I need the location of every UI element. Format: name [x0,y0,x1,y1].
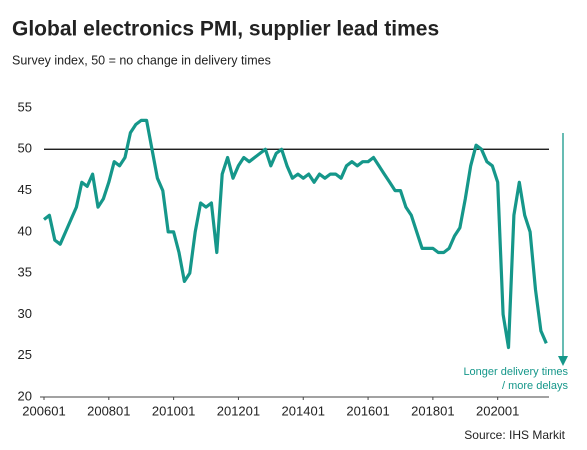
x-tick-label: 201201 [217,403,260,418]
x-tick-label: 200801 [87,403,130,418]
y-tick-label: 50 [18,141,32,156]
y-tick-label: 55 [18,99,32,114]
chart-title: Global electronics PMI, supplier lead ti… [12,18,439,41]
x-tick-label: 201001 [152,403,195,418]
y-tick-label: 35 [18,265,32,280]
source: Source: IHS Markit [464,428,565,442]
chart-subtitle: Survey index, 50 = no change in delivery… [12,53,271,67]
annotation: / more delays [502,380,569,392]
y-tick-label: 25 [18,347,32,362]
x-tick-label: 201601 [346,403,389,418]
data-line [43,118,548,350]
y-tick-label: 45 [18,182,32,197]
x-tick-label: 201401 [282,403,325,418]
annotation: Longer delivery times [463,366,568,378]
x-tick-label: 200601 [22,403,65,418]
arrow-head [558,356,568,366]
y-tick-label: 40 [18,223,32,238]
y-tick-label: 30 [18,306,32,321]
y-tick-label: 20 [18,388,32,403]
x-tick-label: 201801 [411,403,454,418]
x-tick-label: 202001 [476,403,519,418]
